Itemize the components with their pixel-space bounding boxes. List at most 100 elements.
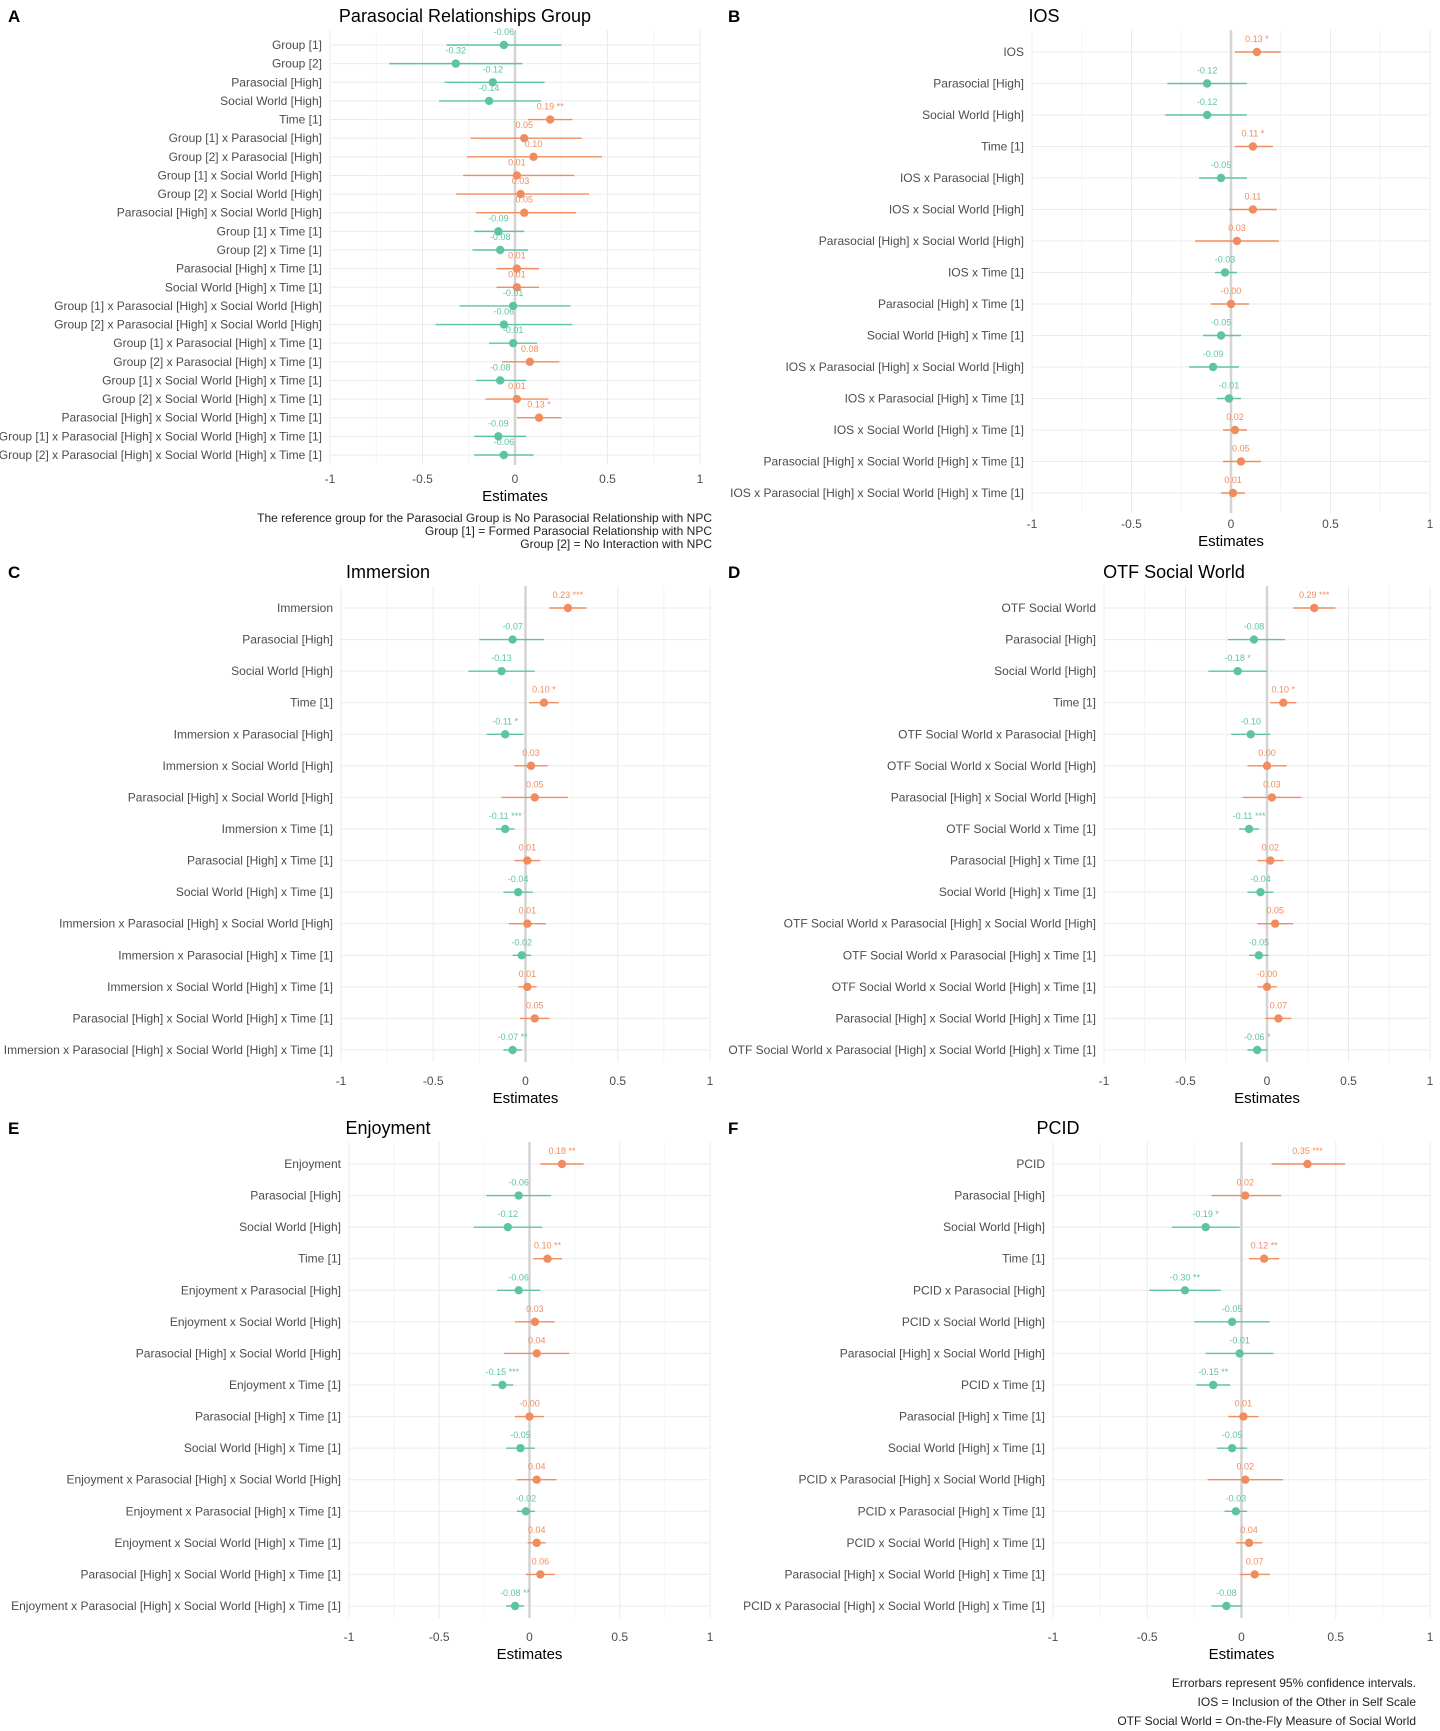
- estimate-label: -0.01: [1229, 1335, 1250, 1345]
- estimate-label: -0.02: [516, 1493, 537, 1503]
- estimate-point: [516, 1443, 525, 1453]
- estimate-point: [508, 1045, 517, 1055]
- panel-a-note: The reference group for the Parasocial G…: [257, 511, 712, 525]
- estimate-point: [545, 115, 555, 124]
- estimate-point: [496, 245, 505, 255]
- estimate-label: -0.02: [512, 937, 533, 947]
- x-tick-label: 1: [697, 472, 704, 486]
- estimate-label: 0.07: [1246, 1556, 1264, 1566]
- x-tick-label: 0.5: [611, 1630, 628, 1644]
- term-label: Immersion: [277, 601, 333, 615]
- estimate-label: -0.12: [498, 1209, 519, 1219]
- estimate-point: [1246, 730, 1255, 739]
- term-label: Social World [High]: [220, 94, 322, 108]
- estimate-label: -0.10: [1240, 716, 1261, 726]
- term-label: Group [2] x Parasocial [High] x Time [1]: [113, 355, 322, 369]
- estimate-label: 0.03: [526, 1304, 544, 1314]
- estimate-label: -0.04: [508, 874, 529, 884]
- term-label: Group [2] x Time [1]: [217, 243, 322, 257]
- term-label: Group [2] x Social World [High]: [157, 187, 322, 201]
- estimate-point: [1249, 635, 1259, 644]
- estimate-point: [543, 1254, 552, 1263]
- estimate-label: -0.03: [1215, 255, 1236, 265]
- term-label: Enjoyment x Parasocial [High] x Time [1]: [126, 1504, 341, 1518]
- estimate-point: [508, 635, 517, 644]
- estimate-point: [484, 96, 494, 106]
- estimate-point: [534, 413, 544, 422]
- estimate-point: [1180, 1286, 1190, 1295]
- estimate-point: [451, 59, 460, 68]
- panel-title: IOS: [1028, 6, 1059, 26]
- x-tick-label: 0.5: [1322, 517, 1339, 531]
- estimate-label: -0.08: [1244, 622, 1265, 632]
- estimate-point: [1266, 856, 1275, 865]
- estimate-point: [1241, 1475, 1250, 1484]
- x-tick-label: -1: [1099, 1074, 1110, 1088]
- estimate-point: [1262, 761, 1272, 771]
- estimate-point: [1227, 1317, 1237, 1327]
- x-tick-label: -1: [1048, 1630, 1059, 1644]
- estimate-label: -0.19 *: [1192, 1209, 1219, 1219]
- term-label: IOS x Time [1]: [948, 266, 1024, 280]
- estimate-point: [499, 320, 509, 329]
- estimate-label: -0.06: [494, 27, 515, 37]
- estimate-label: 0.10 *: [1272, 685, 1296, 695]
- estimate-label: 0.01: [519, 843, 537, 853]
- estimate-label: -0.05: [510, 1430, 531, 1440]
- estimate-label: -0.13: [491, 653, 512, 663]
- estimate-label: 0.01: [508, 157, 526, 167]
- x-axis-label: Estimates: [482, 488, 548, 505]
- estimate-point: [508, 301, 518, 311]
- estimate-label: -0.09: [1203, 349, 1224, 359]
- x-tick-label: 0.5: [609, 1074, 626, 1088]
- estimate-point: [1227, 1443, 1237, 1453]
- term-label: Parasocial [High]: [242, 633, 333, 647]
- estimate-label: 0.13 *: [527, 400, 551, 410]
- x-tick-label: 0: [526, 1630, 533, 1644]
- estimate-label: -0.09: [488, 213, 509, 223]
- term-label: Parasocial [High] x Time [1]: [187, 854, 333, 868]
- estimate-point: [1230, 425, 1240, 435]
- estimate-point: [539, 698, 549, 707]
- term-label: Parasocial [High]: [933, 77, 1024, 91]
- term-label: IOS x Social World [High] x Time [1]: [833, 423, 1024, 437]
- estimate-point: [512, 171, 522, 180]
- x-tick-label: 0: [512, 472, 519, 486]
- term-label: Group [2] x Parasocial [High]: [169, 150, 322, 164]
- estimate-point: [529, 152, 538, 162]
- x-tick-label: 0.5: [599, 472, 616, 486]
- estimate-point: [1259, 1254, 1269, 1263]
- panel-title: Enjoyment: [345, 1118, 430, 1138]
- estimate-point: [503, 1222, 513, 1232]
- estimate-label: -0.18 *: [1224, 653, 1251, 663]
- estimate-point: [496, 376, 505, 385]
- estimate-point: [521, 1507, 531, 1516]
- term-label: Parasocial [High] x Social World [High]: [819, 234, 1024, 248]
- x-axis-label: Estimates: [1209, 1646, 1275, 1663]
- estimate-label: 0.35 ***: [1292, 1146, 1323, 1156]
- estimate-label: 0.08: [521, 344, 539, 354]
- x-tick-label: -0.5: [1175, 1074, 1196, 1088]
- term-label: IOS: [1003, 45, 1024, 59]
- term-label: Time [1]: [1053, 696, 1096, 710]
- term-label: Parasocial [High] x Social World [High] …: [72, 1011, 333, 1025]
- term-label: Parasocial [High] x Social World [High]: [117, 206, 322, 220]
- term-label: Enjoyment x Social World [High] x Time […: [114, 1536, 341, 1550]
- estimate-point: [1270, 919, 1280, 928]
- estimate-label: 0.05: [526, 779, 544, 789]
- estimate-point: [523, 919, 532, 928]
- term-label: Social World [High]: [994, 664, 1096, 678]
- x-tick-label: 1: [1427, 1630, 1434, 1644]
- term-label: Group [1] x Parasocial [High] x Social W…: [0, 429, 322, 443]
- estimate-point: [1202, 110, 1212, 120]
- term-label: Social World [High] x Time [1]: [184, 1441, 341, 1455]
- x-tick-label: 1: [1427, 1074, 1434, 1088]
- estimate-point: [525, 357, 534, 367]
- estimate-label: -0.05: [1211, 318, 1232, 328]
- estimate-label: 0.11 *: [1241, 129, 1264, 139]
- footnote: OTF Social World = On-the-Fly Measure of…: [1117, 1714, 1416, 1728]
- term-label: PCID x Time [1]: [961, 1378, 1045, 1392]
- panel-letter: D: [728, 563, 740, 582]
- estimate-label: -0.01: [1219, 381, 1240, 391]
- estimate-point: [1209, 1380, 1218, 1390]
